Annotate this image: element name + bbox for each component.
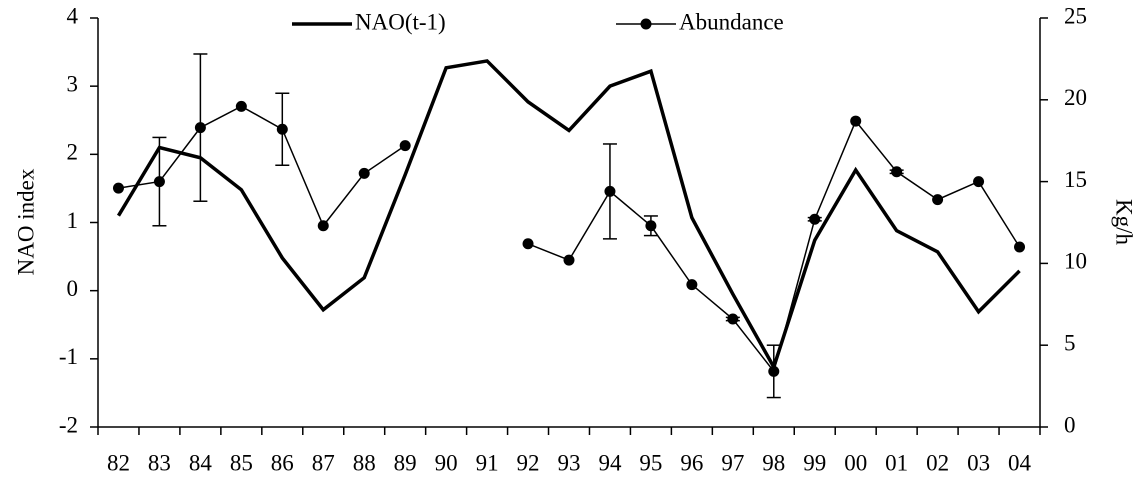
series-line xyxy=(118,105,406,228)
legend-marker xyxy=(640,18,652,30)
y2-tick-label: 25 xyxy=(1064,3,1087,28)
data-point xyxy=(768,365,780,377)
x-tick-label: 89 xyxy=(394,450,417,475)
x-tick-label: 93 xyxy=(558,450,581,475)
x-tick-label: 98 xyxy=(762,450,785,475)
data-point xyxy=(850,115,862,127)
data-point xyxy=(317,220,329,232)
x-tick-label: 02 xyxy=(926,450,949,475)
data-point xyxy=(809,213,821,225)
x-tick-label: 91 xyxy=(476,450,499,475)
y2-tick-label: 10 xyxy=(1064,249,1087,274)
data-point xyxy=(932,194,944,206)
x-tick-label: 95 xyxy=(639,450,662,475)
data-point xyxy=(645,220,657,232)
data-point xyxy=(686,279,698,291)
data-point xyxy=(112,182,124,194)
y-tick-label: 0 xyxy=(67,276,79,301)
data-point xyxy=(153,176,165,188)
y-axis-label: NAO index xyxy=(13,168,38,275)
data-point xyxy=(358,167,370,179)
y-tick-label: -1 xyxy=(59,344,78,369)
data-point xyxy=(563,254,575,266)
y-tick-label: 3 xyxy=(67,71,79,96)
x-tick-label: 04 xyxy=(1008,450,1032,475)
data-point xyxy=(522,238,534,250)
x-tick-label: 90 xyxy=(435,450,458,475)
x-tick-label: 83 xyxy=(148,450,171,475)
x-tick-label: 99 xyxy=(803,450,826,475)
data-point xyxy=(399,140,411,152)
data-point xyxy=(973,176,985,188)
y2-tick-label: 0 xyxy=(1064,412,1076,437)
y2-tick-label: 20 xyxy=(1064,85,1087,110)
x-tick-label: 88 xyxy=(353,450,376,475)
data-point xyxy=(194,122,206,134)
series-line xyxy=(116,59,1021,372)
x-tick-label: 00 xyxy=(844,450,867,475)
y-tick-label: -2 xyxy=(59,412,78,437)
y2-axis-label: Kg/h xyxy=(1112,199,1137,246)
x-tick-label: 94 xyxy=(598,450,622,475)
x-tick-label: 85 xyxy=(230,450,253,475)
x-tick-label: 82 xyxy=(107,450,130,475)
x-tick-label: 01 xyxy=(885,450,908,475)
y2-tick-label: 5 xyxy=(1064,330,1076,355)
data-point xyxy=(276,123,288,135)
legend-label: Abundance xyxy=(679,9,784,34)
data-point xyxy=(235,100,247,112)
y2-tick-label: 15 xyxy=(1064,167,1087,192)
data-point xyxy=(727,313,739,325)
data-point xyxy=(1014,241,1026,253)
y-tick-label: 2 xyxy=(67,140,79,165)
y-tick-label: 4 xyxy=(67,3,79,28)
x-tick-label: 92 xyxy=(517,450,540,475)
x-tick-label: 96 xyxy=(680,450,703,475)
data-point xyxy=(604,185,616,197)
legend-label: NAO(t-1) xyxy=(355,9,446,34)
x-tick-label: 84 xyxy=(189,450,213,475)
x-tick-label: 87 xyxy=(312,450,335,475)
x-tick-label: 03 xyxy=(967,450,990,475)
series-line xyxy=(527,119,1021,374)
x-tick-label: 86 xyxy=(271,450,294,475)
x-tick-label: 97 xyxy=(721,450,744,475)
data-point xyxy=(891,166,903,178)
y-tick-label: 1 xyxy=(67,208,79,233)
